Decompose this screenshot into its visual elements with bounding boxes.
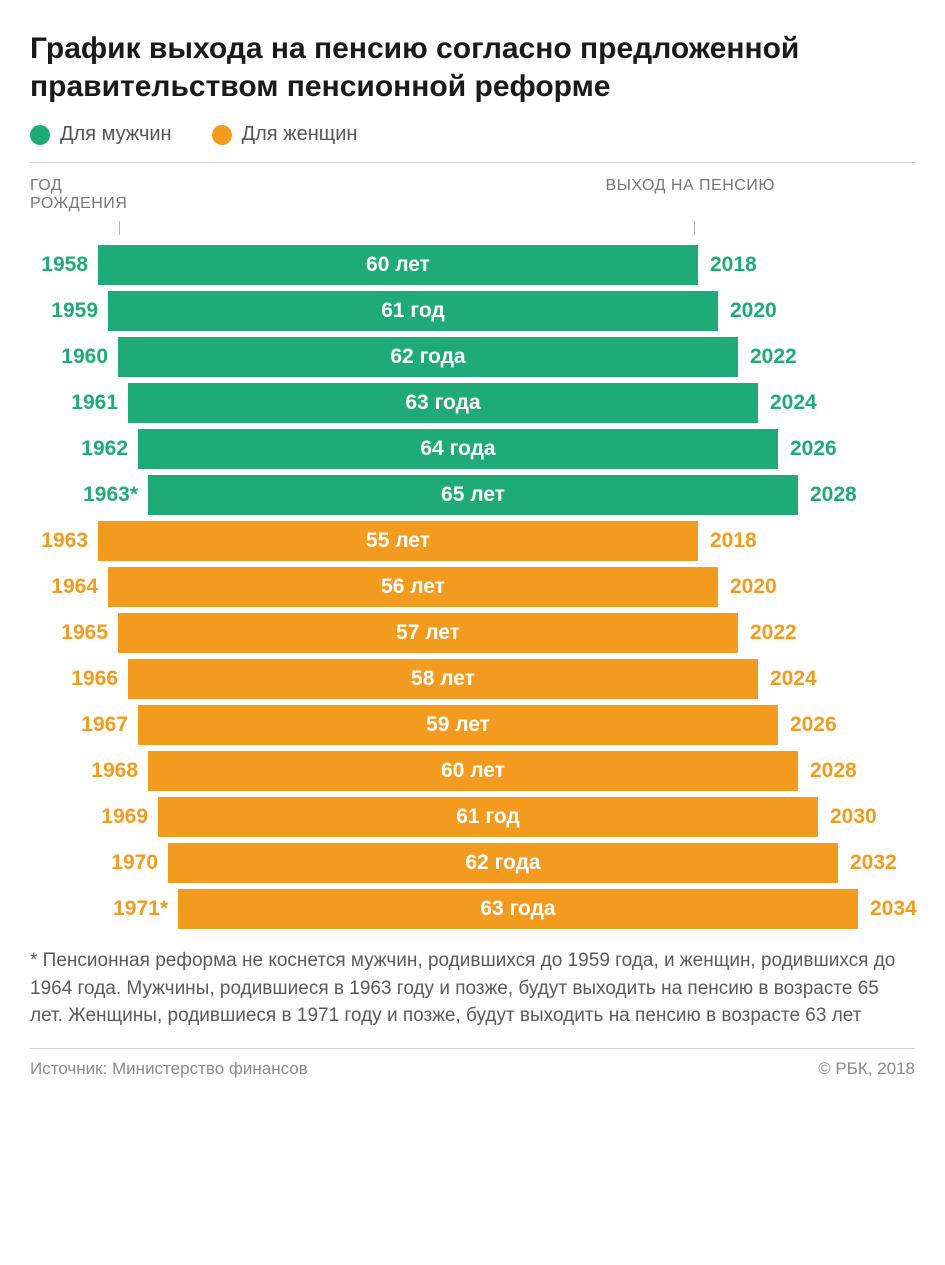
birth-year-label: 1964: [30, 575, 108, 599]
divider-top: [30, 162, 915, 163]
legend-label: Для мужчин: [60, 123, 172, 146]
age-bar: 64 года: [138, 429, 778, 469]
age-bar: 60 лет: [98, 245, 698, 285]
birth-year-label: 1969: [30, 805, 158, 829]
source-label: Источник: Министерство финансов: [30, 1059, 308, 1079]
header-retirement: ВЫХОД НА ПЕНСИЮ: [127, 177, 915, 213]
birth-year-label: 1967: [30, 713, 138, 737]
age-bar: 62 года: [168, 843, 838, 883]
legend-item: Для женщин: [212, 123, 358, 146]
age-bar: 61 год: [108, 291, 718, 331]
birth-year-label: 1963: [30, 529, 98, 553]
birth-year-label: 1963*: [30, 483, 148, 507]
retirement-year-label: 2022: [738, 345, 797, 369]
header-birth-year: ГОД РОЖДЕНИЯ: [30, 177, 127, 213]
chart-row: 196860 лет2028: [30, 751, 915, 791]
chart-row: 196759 лет2026: [30, 705, 915, 745]
footnote-text: * Пенсионная реформа не коснется мужчин,…: [30, 947, 915, 1030]
retirement-year-label: 2020: [718, 575, 777, 599]
age-bar: 63 года: [128, 383, 758, 423]
legend-item: Для мужчин: [30, 123, 172, 146]
legend-dot: [212, 125, 232, 145]
retirement-year-label: 2024: [758, 667, 817, 691]
age-bar: 56 лет: [108, 567, 718, 607]
copyright-label: © РБК, 2018: [818, 1059, 915, 1079]
chart-row: 196264 года2026: [30, 429, 915, 469]
retirement-year-label: 2034: [858, 897, 917, 921]
retirement-year-label: 2022: [738, 621, 797, 645]
credits-row: Источник: Министерство финансов © РБК, 2…: [30, 1059, 915, 1079]
chart-row: 195860 лет2018: [30, 245, 915, 285]
retirement-year-label: 2018: [698, 529, 757, 553]
age-bar: 61 год: [158, 797, 818, 837]
birth-year-label: 1958: [30, 253, 98, 277]
age-bar: 62 года: [118, 337, 738, 377]
legend: Для мужчин Для женщин: [30, 123, 915, 146]
birth-year-label: 1965: [30, 621, 118, 645]
chart-row: 197062 года2032: [30, 843, 915, 883]
retirement-year-label: 2026: [778, 713, 837, 737]
age-bar: 57 лет: [118, 613, 738, 653]
birth-year-label: 1966: [30, 667, 128, 691]
age-bar: 58 лет: [128, 659, 758, 699]
age-bar: 60 лет: [148, 751, 798, 791]
chart-title: График выхода на пенсию согласно предлож…: [30, 30, 915, 105]
divider-bottom: [30, 1048, 915, 1049]
retirement-year-label: 2030: [818, 805, 877, 829]
chart-row: 195961 год2020: [30, 291, 915, 331]
retirement-year-label: 2028: [798, 759, 857, 783]
birth-year-label: 1971*: [30, 897, 178, 921]
age-bar: 65 лет: [148, 475, 798, 515]
retirement-year-label: 2024: [758, 391, 817, 415]
birth-year-label: 1962: [30, 437, 138, 461]
legend-dot: [30, 125, 50, 145]
birth-year-label: 1970: [30, 851, 168, 875]
retirement-year-label: 2020: [718, 299, 777, 323]
retirement-year-label: 2026: [778, 437, 837, 461]
chart-row: 1971*63 года2034: [30, 889, 915, 929]
chart-row: 196658 лет2024: [30, 659, 915, 699]
retirement-year-label: 2028: [798, 483, 857, 507]
chart-row: 196062 года2022: [30, 337, 915, 377]
bar-chart: 195860 лет2018195961 год2020196062 года2…: [30, 245, 915, 929]
chart-row: 196355 лет2018: [30, 521, 915, 561]
chart-row: 196557 лет2022: [30, 613, 915, 653]
tick-left: [119, 221, 120, 235]
column-headers: ГОД РОЖДЕНИЯ ВЫХОД НА ПЕНСИЮ: [30, 177, 915, 213]
birth-year-label: 1960: [30, 345, 118, 369]
birth-year-label: 1961: [30, 391, 128, 415]
retirement-year-label: 2018: [698, 253, 757, 277]
age-bar: 63 года: [178, 889, 858, 929]
birth-year-label: 1968: [30, 759, 148, 783]
chart-row: 196163 года2024: [30, 383, 915, 423]
chart-row: 196961 год2030: [30, 797, 915, 837]
retirement-year-label: 2032: [838, 851, 897, 875]
tick-right: [694, 221, 695, 235]
axis-ticks: [30, 221, 915, 239]
birth-year-label: 1959: [30, 299, 108, 323]
chart-row: 196456 лет2020: [30, 567, 915, 607]
age-bar: 55 лет: [98, 521, 698, 561]
age-bar: 59 лет: [138, 705, 778, 745]
legend-label: Для женщин: [242, 123, 358, 146]
chart-row: 1963*65 лет2028: [30, 475, 915, 515]
